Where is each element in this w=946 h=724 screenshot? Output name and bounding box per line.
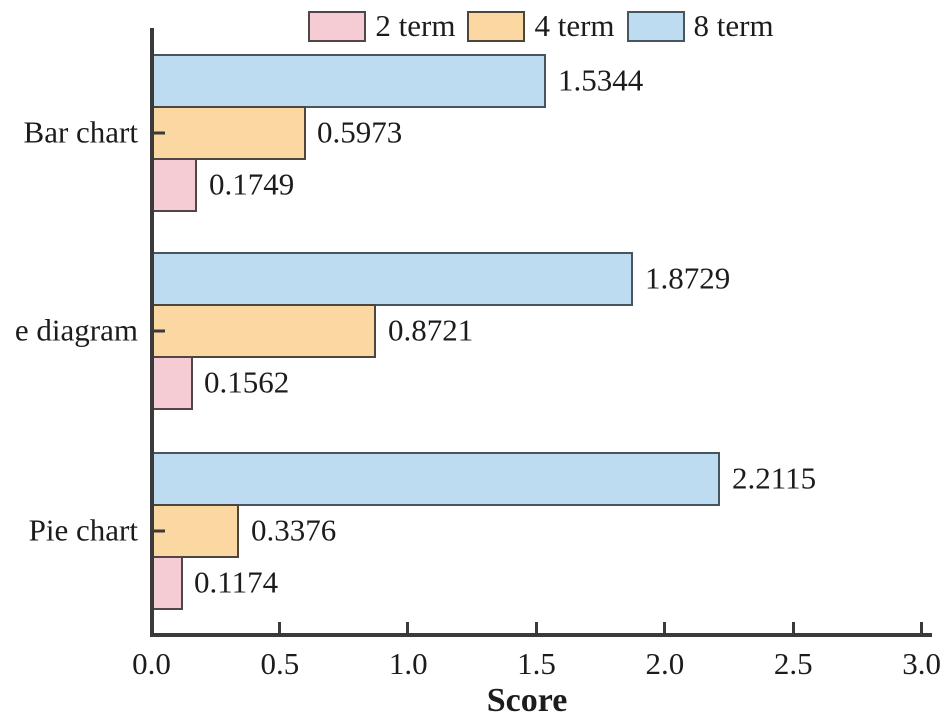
value-label-e-diagram-4-term: 0.8721 (388, 312, 474, 348)
x-tick-1.5 (534, 622, 538, 634)
legend-swatch-8-term (626, 10, 685, 42)
value-label-bar-chart-4-term: 0.5973 (317, 114, 403, 150)
category-label-bar-chart: Bar chart (23, 114, 138, 150)
x-axis-line (150, 633, 932, 637)
value-label-pie-chart-4-term: 0.3376 (251, 512, 337, 548)
bar-bar-chart-8-term (150, 54, 546, 108)
legend-item-2-term: 2 term (308, 8, 455, 44)
y-tick-bar-chart (153, 131, 165, 135)
chart-legend: 2 term 4 term 8 term (150, 8, 932, 44)
category-label-e-diagram: e diagram (14, 312, 138, 348)
x-tick-label-1.5: 1.5 (517, 646, 556, 681)
value-label-e-diagram-8-term: 1.8729 (645, 260, 731, 296)
x-tick-label-1.0: 1.0 (388, 646, 428, 681)
bar-e-diagram-8-term (150, 252, 633, 306)
y-tick-pie-chart (153, 529, 165, 533)
legend-label-2-term: 2 term (375, 8, 456, 43)
legend-label-8-term: 8 term (693, 8, 774, 43)
x-tick-label-2.5: 2.5 (773, 646, 813, 681)
value-label-bar-chart-2-term: 0.1749 (209, 166, 295, 202)
bar-e-diagram-2-term (150, 356, 193, 410)
legend-item-8-term: 8 term (626, 8, 774, 44)
y-tick-e-diagram (153, 329, 165, 333)
bar-pie-chart-2-term (150, 556, 183, 610)
x-tick-label-3.0: 3.0 (902, 646, 941, 681)
bar-bar-chart-4-term (150, 106, 306, 160)
x-tick-2.0 (663, 622, 667, 634)
bar-bar-chart-2-term (150, 158, 197, 212)
x-tick-2.5 (791, 622, 795, 634)
x-tick-label-0.5: 0.5 (260, 646, 300, 681)
legend-label-4-term: 4 term (534, 8, 615, 43)
x-axis-title: Score (486, 682, 568, 719)
y-axis-line (150, 28, 154, 637)
x-tick-label-0.0: 0.0 (132, 646, 171, 681)
category-label-pie-chart: Pie chart (28, 512, 138, 548)
value-label-bar-chart-8-term: 1.5344 (558, 62, 644, 98)
value-label-pie-chart-8-term: 2.2115 (732, 460, 817, 496)
bar-e-diagram-4-term (150, 304, 376, 358)
value-label-e-diagram-2-term: 0.1562 (204, 364, 290, 400)
x-tick-label-2.0: 2.0 (645, 646, 685, 681)
bar-pie-chart-8-term (150, 452, 720, 506)
legend-swatch-2-term (308, 10, 367, 42)
legend-swatch-4-term (467, 10, 526, 42)
x-tick-1.0 (406, 622, 410, 634)
legend-item-4-term: 4 term (467, 8, 615, 44)
x-tick-3.0 (919, 622, 923, 634)
value-label-pie-chart-2-term: 0.1174 (194, 564, 279, 600)
x-tick-0.5 (278, 622, 282, 634)
